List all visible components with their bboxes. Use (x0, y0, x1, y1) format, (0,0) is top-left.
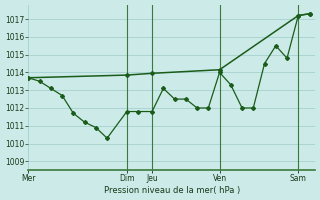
X-axis label: Pression niveau de la mer( hPa ): Pression niveau de la mer( hPa ) (104, 186, 240, 195)
